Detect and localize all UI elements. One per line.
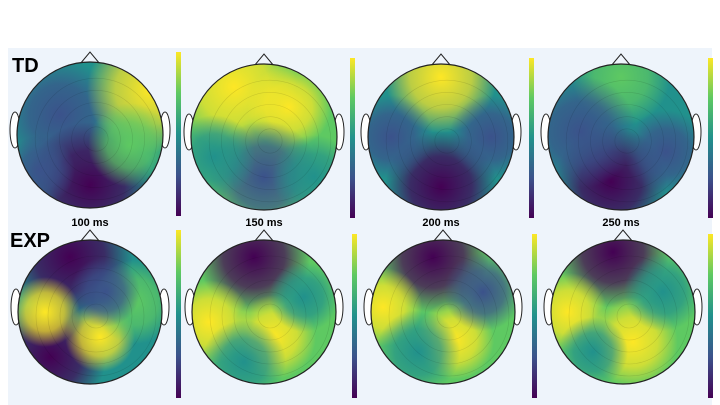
colorbar bbox=[532, 234, 537, 398]
head-outline bbox=[370, 239, 516, 385]
field-blob bbox=[18, 277, 80, 347]
nose bbox=[430, 53, 452, 67]
row-label: EXP bbox=[10, 230, 50, 252]
nose bbox=[612, 229, 634, 243]
time-label: 250 ms bbox=[602, 217, 639, 229]
head-outline bbox=[550, 239, 696, 385]
time-label: 100 ms bbox=[71, 217, 108, 229]
row-label: TD bbox=[12, 55, 39, 77]
colorbar bbox=[176, 230, 181, 398]
head-outline bbox=[547, 63, 695, 211]
colorbar bbox=[350, 58, 355, 218]
time-label: 200 ms bbox=[422, 217, 459, 229]
head-outline bbox=[17, 239, 163, 385]
nose bbox=[79, 229, 101, 243]
nose bbox=[610, 53, 632, 67]
colorbar bbox=[708, 234, 713, 398]
nose bbox=[253, 229, 275, 243]
colorbar bbox=[176, 52, 181, 216]
nose bbox=[253, 53, 275, 67]
head-outline bbox=[190, 63, 338, 211]
colorbar bbox=[529, 58, 534, 218]
topomap bbox=[184, 229, 357, 398]
field-blob bbox=[269, 262, 336, 332]
colorbar bbox=[352, 234, 357, 398]
time-label: 150 ms bbox=[245, 217, 282, 229]
colorbar bbox=[708, 58, 713, 218]
topomap bbox=[360, 53, 534, 218]
head-outline bbox=[16, 61, 164, 209]
head-outline bbox=[367, 63, 515, 211]
nose bbox=[79, 51, 101, 65]
nose bbox=[432, 229, 454, 243]
field-blob bbox=[70, 257, 140, 327]
topomap bbox=[363, 229, 537, 398]
topomap bbox=[9, 51, 181, 216]
head-outline bbox=[191, 239, 337, 385]
topomap bbox=[543, 229, 713, 398]
field-blob bbox=[88, 103, 163, 187]
